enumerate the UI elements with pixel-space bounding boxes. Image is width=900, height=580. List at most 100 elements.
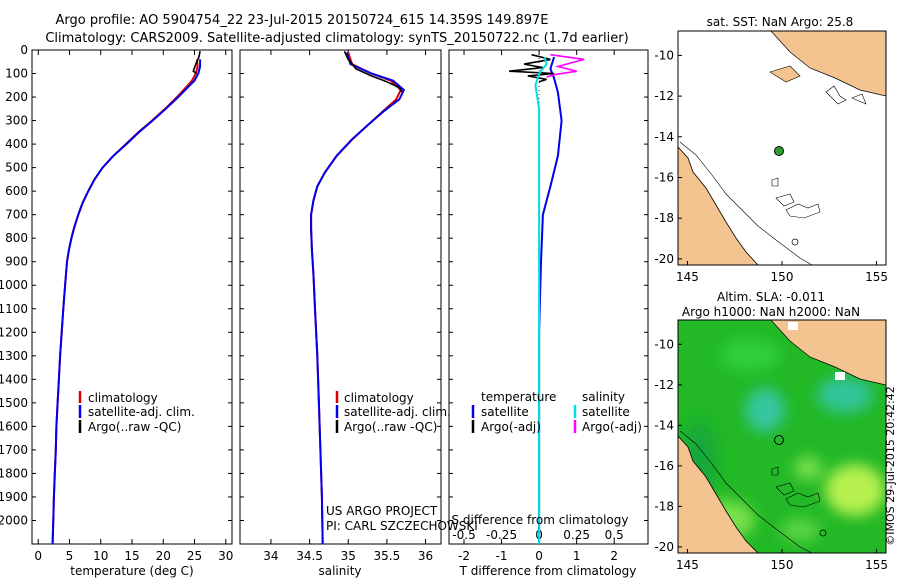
reef-outline-2 — [775, 482, 795, 496]
difference-x-tick-label: -1 — [496, 549, 508, 563]
pi-credit: PI: CARL SZCZECHOWSKI — [326, 519, 478, 533]
sla-patch — [825, 464, 885, 516]
depth-tick-label: 1400 — [0, 372, 28, 386]
difference-s-tick-label: -0.5 — [452, 528, 475, 542]
salinity-series-group — [310, 50, 406, 544]
temperature-line-satellite — [51, 59, 202, 544]
salinity-x-tick-label: 34 — [263, 549, 278, 563]
temperature-x-tick-label: 25 — [187, 549, 202, 563]
map-y-tick-label: -14 — [654, 130, 674, 144]
depth-tick-label: 2000 — [0, 513, 28, 527]
map-y-tick-label: -10 — [654, 337, 674, 351]
depth-tick-label: 1600 — [0, 419, 28, 433]
axis-ticks: 0 5 10 15 20 25 30 34 34.5 35 35.5 36 -2 -1 0 1 20100200… — [0, 43, 648, 563]
queensland-land — [678, 435, 759, 553]
map-x-tick-label: 145 — [676, 558, 699, 572]
legend-label-satellite: satellite-adj. clim. — [344, 405, 451, 419]
title-line-1: Argo profile: AO 5904754_22 23-Jul-2015 … — [55, 13, 548, 28]
queensland-land — [678, 146, 759, 265]
temperature-x-tick-label: 20 — [156, 549, 171, 563]
reef-outline-3 — [785, 492, 821, 508]
sla-map-subtitle: Argo h1000: NaN h2000: NaN — [682, 305, 860, 319]
legend-label-argo: Argo(..raw -QC) — [88, 420, 181, 434]
difference-x-tick-label: 1 — [573, 549, 581, 563]
difference-plot-frame — [448, 49, 649, 545]
reef-outline-4 — [819, 529, 827, 537]
depth-tick-label: 500 — [5, 161, 28, 175]
salinity-x-tick-label: 34.5 — [296, 549, 323, 563]
argo-position-marker — [774, 435, 784, 445]
map-x-tick-label: 155 — [865, 270, 888, 284]
difference-s-tick-label: -0.25 — [486, 528, 517, 542]
depth-tick-label: 1200 — [0, 325, 28, 339]
depth-tick-label: 1700 — [0, 443, 28, 457]
difference-x-tick-label: -2 — [458, 549, 470, 563]
salinity-x-tick-label: 35 — [341, 549, 356, 563]
salinity-line-satellite — [310, 52, 406, 544]
difference-line-temperature-argo — [509, 53, 555, 83]
sla-patch — [780, 518, 820, 542]
missing-data-cell — [835, 372, 845, 380]
temperature-x-tick-label: 0 — [34, 549, 42, 563]
difference-s-tick-label: 0.5 — [605, 528, 624, 542]
salinity-x-tick-label: 35.5 — [374, 549, 401, 563]
temperature-plot-frame — [31, 49, 233, 545]
difference-x-label: T difference from climatology — [459, 564, 637, 578]
map-y-tick-label: -12 — [654, 89, 674, 103]
depth-tick-label: 1100 — [0, 302, 28, 316]
legend-label-temp-satellite: satellite — [481, 405, 529, 419]
difference-line-temperature-satellite — [538, 56, 563, 544]
legend-label-argo: Argo(..raw -QC) — [344, 420, 437, 434]
sla-patch — [794, 456, 822, 480]
depth-tick-label: 600 — [5, 184, 28, 198]
shelf-contour — [679, 430, 813, 553]
project-credit: US ARGO PROJECT — [326, 504, 438, 518]
salinity-x-label: salinity — [318, 564, 361, 578]
temperature-x-tick-label: 10 — [93, 549, 108, 563]
sst-map-title: sat. SST: NaN Argo: 25.8 — [707, 15, 854, 29]
difference-top-x-label: S difference from climatology — [452, 513, 629, 527]
legend-label-sal-satellite: satellite — [582, 405, 630, 419]
reef-outline-4 — [791, 238, 799, 246]
difference-s-tick-label: 0.25 — [563, 528, 590, 542]
depth-tick-label: 900 — [5, 255, 28, 269]
salinity-x-tick-label: 36 — [418, 549, 433, 563]
depth-tick-label: 1300 — [0, 349, 28, 363]
png-coast-land — [678, 320, 886, 386]
title-line-2: Climatology: CARS2009. Satellite-adjuste… — [45, 31, 628, 46]
temperature-line-climatology — [51, 59, 199, 544]
png-coast-land — [678, 31, 886, 97]
sla-patch — [817, 377, 873, 413]
salinity-line-climatology — [310, 52, 403, 544]
shelf-contour — [679, 141, 813, 265]
salinity-legend: climatology satellite-adj. clim. Argo(..… — [335, 391, 451, 434]
map-y-tick-label: -20 — [654, 252, 674, 266]
salinity-line-argo — [343, 50, 403, 93]
depth-tick-label: 200 — [5, 90, 28, 104]
difference-legend: temperature satellite Argo(-adj) salinit… — [471, 390, 642, 434]
map-y-tick-label: -18 — [654, 499, 674, 513]
reef-outline-3 — [785, 203, 821, 219]
salinity-plot-frame — [239, 49, 442, 545]
missing-data-cell — [788, 322, 798, 330]
sla-map-ticks: 145 150 155 -10 -12 -14 -16 -18 -20 — [654, 337, 888, 572]
depth-tick-label: 1500 — [0, 396, 28, 410]
difference-x-tick-label: 0 — [535, 549, 543, 563]
temperature-x-tick-label: 30 — [218, 549, 233, 563]
map-x-tick-label: 150 — [771, 558, 794, 572]
map-x-tick-label: 150 — [771, 270, 794, 284]
map-y-tick-label: -14 — [654, 418, 674, 432]
legend-heading-temperature: temperature — [481, 390, 556, 404]
sst-map-ticks: 145 150 155 -10 -12 -14 -16 -18 -20 — [654, 48, 888, 284]
legend-label-climatology: climatology — [88, 391, 158, 405]
legend-label-temp-argo: Argo(-adj) — [481, 420, 541, 434]
series-lines — [51, 50, 585, 544]
temperature-legend: climatology satellite-adj. clim. Argo(..… — [78, 391, 195, 434]
difference-line-salinity-argo — [546, 53, 585, 78]
sla-patch — [720, 339, 780, 371]
depth-tick-label: 400 — [5, 137, 28, 151]
reef-outline-1 — [771, 466, 779, 476]
depth-tick-label: 1900 — [0, 490, 28, 504]
temperature-x-tick-label: 15 — [124, 549, 139, 563]
